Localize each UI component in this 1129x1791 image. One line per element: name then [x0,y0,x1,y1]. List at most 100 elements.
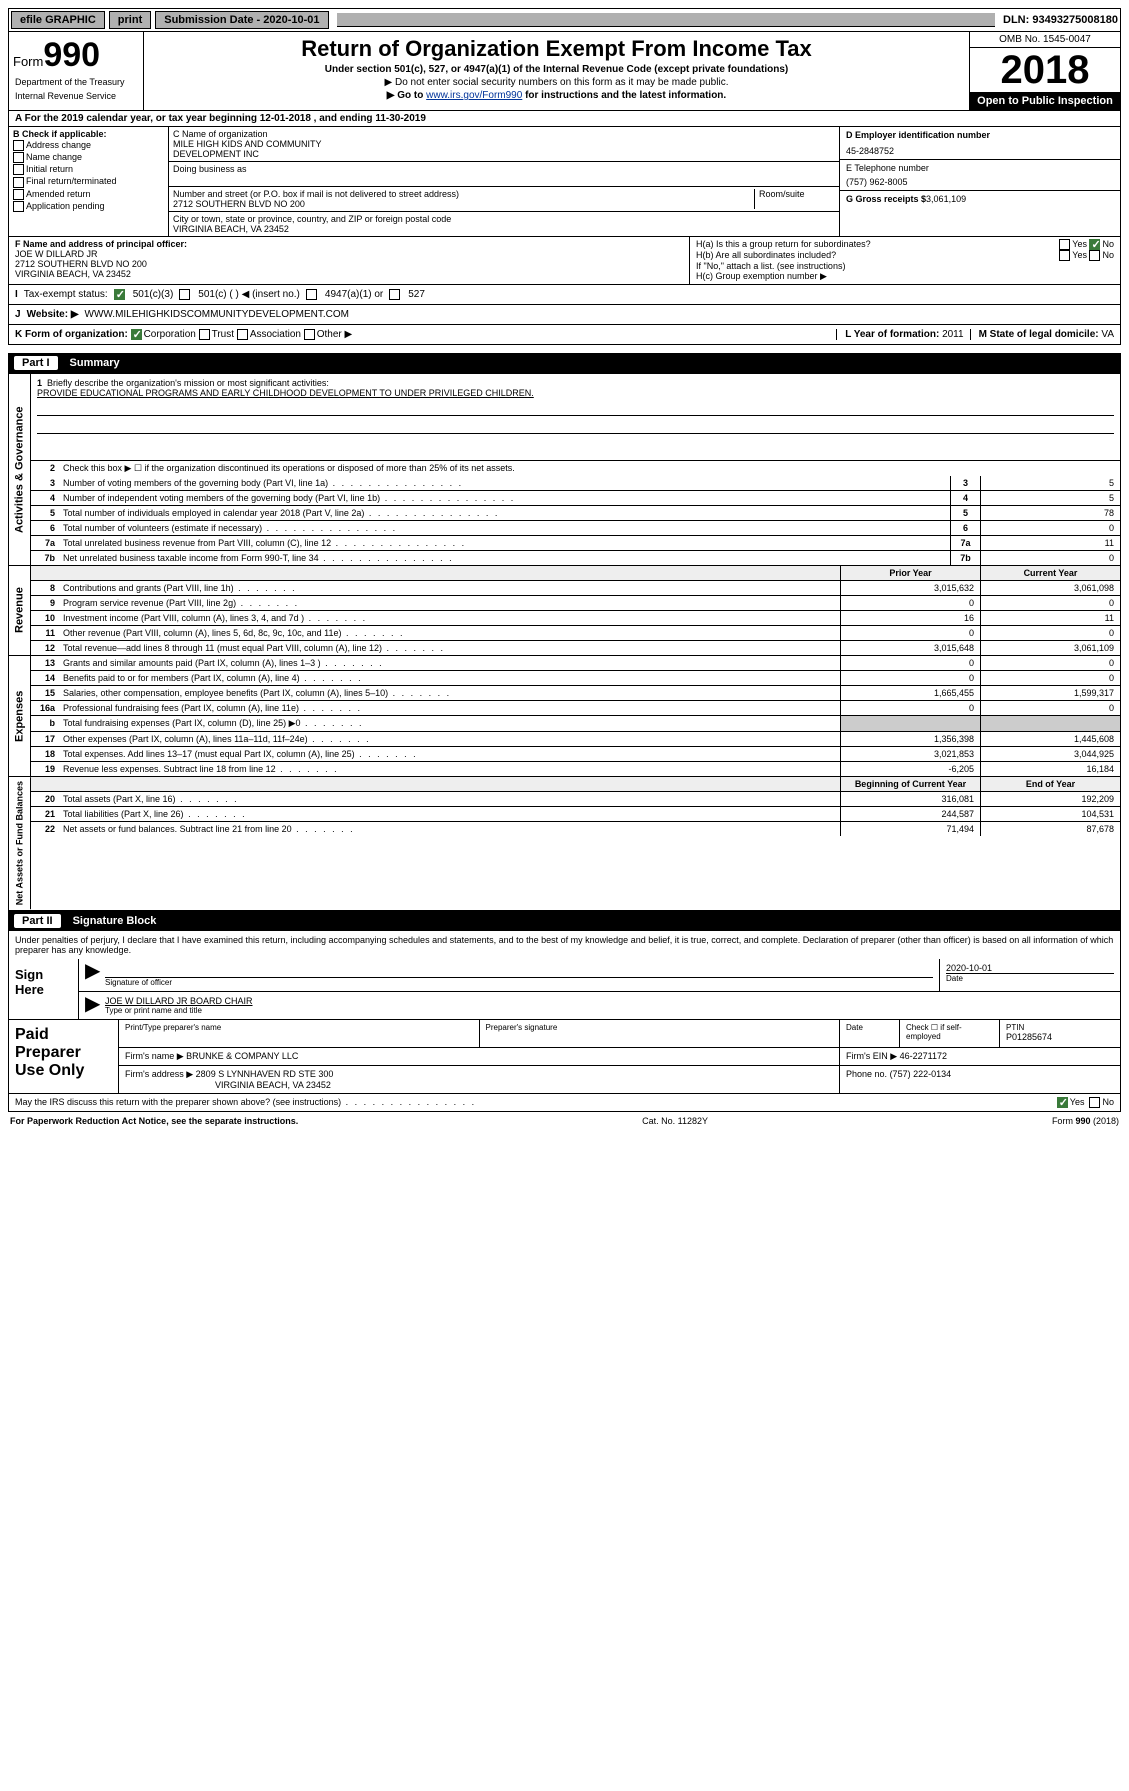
kform-corp[interactable] [131,329,142,340]
table-row: 21Total liabilities (Part X, line 26)244… [31,807,1120,822]
table-row: 10Investment income (Part VIII, column (… [31,611,1120,626]
revenue-section: Revenue Prior Year Current Year 8Contrib… [8,566,1121,656]
room-label: Room/suite [755,189,835,209]
sig-arrow-icon: ▶ [79,959,99,991]
ha-label: H(a) Is this a group return for subordin… [696,239,871,250]
form-title: Return of Organization Exempt From Incom… [150,36,963,62]
addr-label: Number and street (or P.O. box if mail i… [173,189,750,199]
table-row: bTotal fundraising expenses (Part IX, co… [31,716,1120,732]
firm-phone: (757) 222-0134 [890,1069,952,1079]
d-label: D Employer identification number [846,130,990,140]
table-row: 11Other revenue (Part VIII, column (A), … [31,626,1120,641]
form-number: Form990 [13,36,139,75]
part1-header: Part I Summary [8,353,1121,373]
part2-header: Part II Signature Block [8,911,1121,931]
table-row: 8Contributions and grants (Part VIII, li… [31,581,1120,596]
sign-here-label: Sign Here [9,959,79,1019]
ha-yes[interactable] [1059,239,1070,250]
c-label: C Name of organization [173,129,835,139]
line-a: A For the 2019 calendar year, or tax yea… [8,111,1121,127]
check-application-pending[interactable] [13,201,24,212]
table-row: 4Number of independent voting members of… [31,491,1120,506]
row-f-h: F Name and address of principal officer:… [8,237,1121,285]
side-governance: Activities & Governance [9,374,31,565]
street-address: 2712 SOUTHERN BLVD NO 200 [173,199,750,209]
phone: (757) 962-8005 [846,177,1114,187]
signature-block: Under penalties of perjury, I declare th… [8,931,1121,1020]
hb-yes[interactable] [1059,250,1070,261]
table-row: 9Program service revenue (Part VIII, lin… [31,596,1120,611]
open-public-badge: Open to Public Inspection [970,92,1120,110]
officer-addr2: VIRGINIA BEACH, VA 23452 [15,269,131,279]
check-initial-return[interactable] [13,164,24,175]
discuss-yes[interactable] [1057,1097,1068,1108]
side-netassets: Net Assets or Fund Balances [9,777,31,909]
footer-right: Form 990 (2018) [1052,1116,1119,1126]
hb-no[interactable] [1089,250,1100,261]
penalty-text: Under penalties of perjury, I declare th… [9,931,1120,959]
website-url: WWW.MILEHIGHKIDSCOMMUNITYDEVELOPMENT.COM [85,309,349,320]
officer-addr1: 2712 SOUTHERN BLVD NO 200 [15,259,147,269]
table-row: 7aTotal unrelated business revenue from … [31,536,1120,551]
firm-addr2: VIRGINIA BEACH, VA 23452 [215,1080,331,1090]
submission-date: Submission Date - 2020-10-01 [155,11,328,29]
governance-section: Activities & Governance 1 Briefly descri… [8,373,1121,566]
check-amended[interactable] [13,189,24,200]
kform-assoc[interactable] [237,329,248,340]
kform-other[interactable] [304,329,315,340]
check-final-return[interactable] [13,177,24,188]
mission-text: PROVIDE EDUCATIONAL PROGRAMS AND EARLY C… [37,388,534,398]
table-row: 20Total assets (Part X, line 16)316,0811… [31,792,1120,807]
check-name-change[interactable] [13,152,24,163]
city-label: City or town, state or province, country… [173,214,835,224]
irs-link[interactable]: www.irs.gov/Form990 [426,90,522,101]
netassets-section: Net Assets or Fund Balances Beginning of… [8,777,1121,910]
org-name-1: MILE HIGH KIDS AND COMMUNITY [173,139,835,149]
sig-arrow-icon-2: ▶ [79,992,99,1019]
status-527[interactable] [389,289,400,300]
hc-label: H(c) Group exemption number ▶ [696,271,1114,282]
dept-treasury: Department of the Treasury [13,75,139,89]
check-address-change[interactable] [13,140,24,151]
table-row: 12Total revenue—add lines 8 through 11 (… [31,641,1120,655]
self-employed-check[interactable]: Check ☐ if self-employed [900,1020,1000,1047]
omb-number: OMB No. 1545-0047 [970,32,1120,48]
side-revenue: Revenue [9,566,31,655]
form-subtitle-2: ▶ Do not enter social security numbers o… [150,77,963,88]
entity-block: B Check if applicable: Address change Na… [8,127,1121,237]
discuss-no[interactable] [1089,1097,1100,1108]
status-501c3[interactable] [114,289,125,300]
form-header: Form990 Department of the Treasury Inter… [8,32,1121,111]
dba-label: Doing business as [173,164,835,174]
table-row: 13Grants and similar amounts paid (Part … [31,656,1120,671]
g-label: G Gross receipts $ [846,194,926,204]
sig-date: 2020-10-01 [946,963,1114,973]
table-row: 17Other expenses (Part IX, column (A), l… [31,732,1120,747]
gross-receipts: 3,061,109 [926,194,966,204]
status-4947[interactable] [306,289,317,300]
ha-no[interactable] [1089,239,1100,250]
ein: 45-2848752 [846,146,1114,156]
firm-ein: 46-2271172 [900,1051,947,1061]
table-row: 19Revenue less expenses. Subtract line 1… [31,762,1120,776]
state-domicile: VA [1101,329,1114,340]
top-bar-spacer [337,13,995,27]
side-expenses: Expenses [9,656,31,776]
paid-label: Paid Preparer Use Only [9,1020,119,1093]
org-name-2: DEVELOPMENT INC [173,149,835,159]
status-501c[interactable] [179,289,190,300]
dln: DLN: 93493275008180 [1003,14,1118,26]
table-row: 15Salaries, other compensation, employee… [31,686,1120,701]
print-button[interactable]: print [109,11,151,29]
officer-printed-name: JOE W DILLARD JR BOARD CHAIR [105,996,1114,1006]
table-row: 6Total number of volunteers (estimate if… [31,521,1120,536]
expenses-section: Expenses 13Grants and similar amounts pa… [8,656,1121,777]
firm-name: BRUNKE & COMPANY LLC [186,1051,298,1061]
city-state-zip: VIRGINIA BEACH, VA 23452 [173,224,835,234]
dept-irs: Internal Revenue Service [13,89,139,103]
footer-left: For Paperwork Reduction Act Notice, see … [10,1116,298,1126]
form-subtitle-1: Under section 501(c), 527, or 4947(a)(1)… [150,64,963,75]
discuss-row: May the IRS discuss this return with the… [8,1094,1121,1112]
table-row: 18Total expenses. Add lines 13–17 (must … [31,747,1120,762]
kform-trust[interactable] [199,329,210,340]
